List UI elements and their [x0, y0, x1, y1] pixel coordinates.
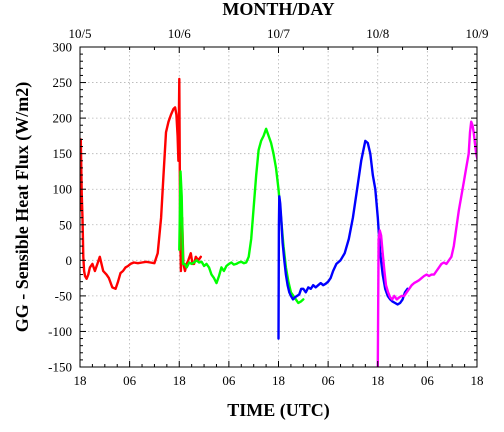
x2-tick-label: 10/5 [68, 26, 91, 41]
tick-labels: -150 -100 -50 0 50 100 150 200 250 300 18 06 18 06 18 0… [48, 26, 488, 388]
x2-tick-label: 10/7 [267, 26, 291, 41]
axis-ticks [79, 46, 478, 368]
y-tick-label: 250 [53, 75, 73, 90]
y-tick-label: -100 [48, 324, 72, 339]
y-tick-label: 0 [66, 253, 73, 268]
x2-tick-label: 10/6 [168, 26, 192, 41]
y-tick-label: -150 [48, 360, 72, 375]
y-tick-label: 300 [53, 40, 73, 55]
series-line-3 [277, 139, 409, 340]
series-line-2 [178, 127, 305, 305]
x-tick-label: 06 [123, 373, 137, 388]
x-axis-title: TIME (UTC) [227, 400, 330, 421]
x-tick-label: 18 [74, 373, 87, 388]
x-tick-label: 18 [371, 373, 384, 388]
y-tick-label: 200 [53, 111, 73, 126]
y-tick-label: 100 [53, 182, 73, 197]
x-tick-label: 06 [322, 373, 336, 388]
x-tick-label: 18 [471, 373, 484, 388]
x-tick-label: 06 [222, 373, 236, 388]
y-tick-label: -50 [55, 288, 72, 303]
x2-tick-label: 10/9 [465, 26, 488, 41]
y-axis-title: GG - Sensible Heat Flux (W/m2) [12, 82, 33, 333]
top-axis-title: MONTH/DAY [222, 0, 334, 19]
y-tick-label: 50 [59, 217, 72, 232]
series-lines [80, 77, 477, 367]
x-tick-label: 18 [173, 373, 186, 388]
x2-tick-label: 10/8 [366, 26, 389, 41]
y-tick-label: 150 [53, 146, 73, 161]
series-line-4 [376, 120, 477, 367]
x-tick-label: 18 [272, 373, 285, 388]
x-tick-label: 06 [421, 373, 435, 388]
